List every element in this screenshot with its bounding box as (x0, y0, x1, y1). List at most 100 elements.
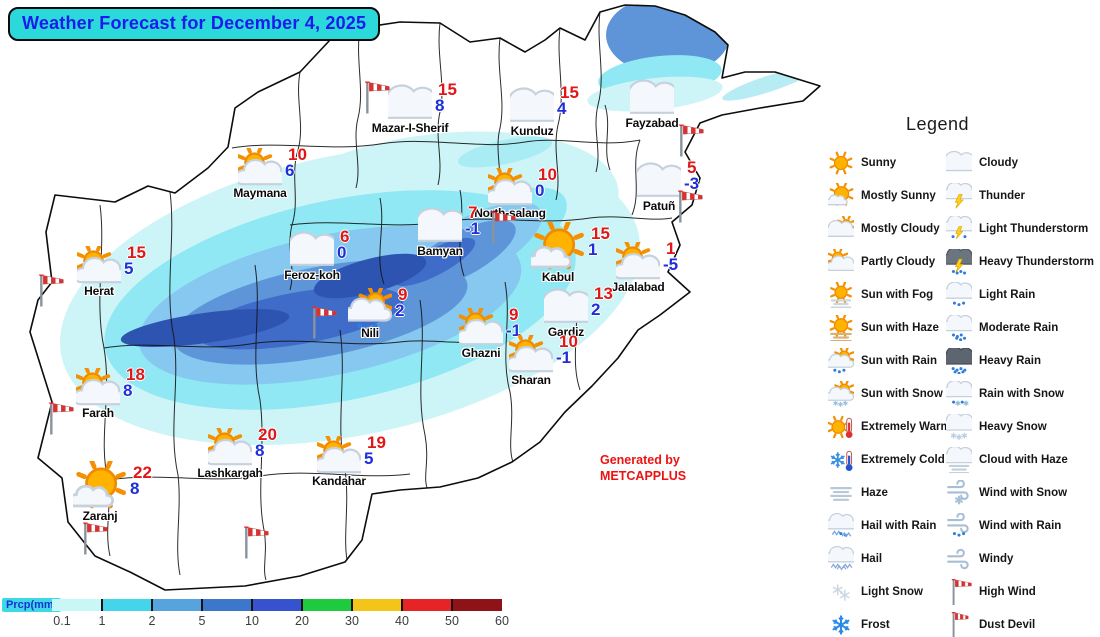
high-temp: 20 (258, 425, 277, 444)
city-name: Kandahar (312, 474, 366, 488)
precip-scale-tick-label: 60 (495, 614, 509, 628)
legend-item-label: Wind with Rain (979, 519, 1062, 532)
attribution-line2: METCAPPLUS (600, 469, 687, 483)
legend-item-label: Light Rain (979, 288, 1036, 301)
precip-scale-segment (252, 599, 302, 611)
high-temp: 9 (398, 285, 408, 304)
moderate-rain-icon (940, 313, 978, 341)
legend-item-sun-snow: Sun with Snow (824, 377, 951, 410)
partly-cloudy-icon (72, 364, 128, 406)
windy-icon (947, 548, 969, 569)
map-title: Weather Forecast for December 4, 2025 (8, 7, 381, 41)
precip-scale-ticks: 0.1 1 2 5 10 20 30 40 50 60 (0, 614, 600, 630)
legend-item-sun-haze: Sun with Haze (828, 311, 951, 344)
city-name: Ghazni (461, 346, 501, 360)
high-wind-icon (490, 208, 516, 244)
cloud-haze-icon (940, 445, 978, 474)
precip-scale-label: Prcp(mm) (2, 598, 62, 612)
precip-scale-segment (52, 599, 102, 611)
low-temp: 4 (557, 99, 567, 118)
high-wind-icon (672, 121, 704, 162)
sun-rain-icon (824, 345, 855, 374)
country-outline (29, 4, 821, 591)
legend-item-label: Extremely Cold (861, 453, 945, 466)
high-temp: 13 (594, 284, 613, 303)
legend-item-label: Light Snow (861, 585, 923, 598)
city-name: Feroz-koh (284, 268, 340, 282)
legend-item-heavy-rain: Heavy Rain (939, 344, 1094, 377)
legend-item-heavy-thunderstorm: Heavy Thunderstorm (940, 245, 1095, 278)
legend-item-label: Frost (861, 618, 890, 631)
city-weather-icon (68, 458, 127, 515)
legend-item-haze: Haze (828, 476, 951, 509)
city-name: Lashkargah (197, 466, 263, 480)
precip-scale-tick-label: 20 (295, 614, 309, 628)
light-snow-icon (828, 579, 854, 605)
high-temp: 15 (591, 224, 610, 243)
legend-item-light-snow: Light Snow (828, 575, 951, 608)
high-wind-icon (671, 187, 703, 228)
legend-item-light-thunderstorm: Light Thunderstorm (941, 212, 1094, 245)
high-wind-icon (48, 399, 74, 435)
low-temp: -5 (663, 255, 679, 274)
legend-item-label: Rain with Snow (979, 387, 1064, 400)
partly-cloudy-icon (204, 424, 260, 466)
sunny-icon (828, 150, 854, 176)
frost-icon (828, 612, 854, 637)
high-wind-icon (305, 303, 337, 344)
legend-item-label: Haze (861, 486, 888, 499)
legend-item-label: Sun with Haze (861, 321, 939, 334)
city-name: Gardiz (547, 325, 585, 339)
legend-item-label: High Wind (979, 585, 1036, 598)
high-wind-icon (243, 523, 269, 559)
low-temp: 6 (285, 161, 295, 180)
high-temp: 1 (666, 239, 676, 258)
high-wind-icon (951, 575, 972, 605)
heavy-snow-icon (939, 411, 979, 440)
city-name: Fayzabad (625, 116, 679, 130)
low-temp: 2 (395, 301, 405, 320)
legend-item-cloudy: Cloudy (937, 146, 1094, 179)
sun-haze-icon (828, 313, 854, 342)
extremely-warm-icon (827, 415, 853, 438)
low-temp: -1 (465, 219, 481, 238)
mostly-sunny-icon (68, 458, 126, 509)
light-thunderstorm-icon (941, 214, 977, 242)
legend-item-label: Heavy Thunderstorm (979, 255, 1095, 268)
low-temp: 5 (364, 449, 374, 468)
legend-item-extremely-warm: Extremely Warm (827, 410, 951, 443)
precip-scale-divider (301, 599, 303, 611)
legend-item-light-rain: Light Rain (940, 278, 1094, 311)
precip-scale-tick-label: 30 (345, 614, 359, 628)
partly-cloudy-icon (825, 246, 859, 275)
high-temp: 15 (560, 83, 579, 102)
hail-rain-icon (823, 512, 859, 537)
partly-cloudy-icon (313, 432, 369, 474)
precip-scale-divider (201, 599, 203, 611)
city-name: Farah (82, 406, 114, 420)
sunny-icon (829, 151, 853, 174)
high-temp: 22 (133, 463, 152, 482)
legend-item-label: Thunder (979, 189, 1025, 202)
legend-item-moderate-rain: Moderate Rain (940, 311, 1094, 344)
hail-rain-icon (823, 512, 859, 539)
legend-item-extremely-cold: Extremely Cold (828, 443, 951, 476)
low-temp: 8 (130, 479, 140, 498)
haze-icon (828, 480, 854, 506)
low-temp: -1 (556, 348, 572, 367)
sun-fog-icon (830, 280, 852, 309)
rain-snow-icon (940, 379, 978, 406)
hail-icon (823, 545, 859, 570)
legend-panel: Legend Sunny Mostly Sunny Mostly Cloudy Par… (818, 110, 1100, 637)
legend-item-label: Cloudy (979, 156, 1018, 169)
hail-icon (823, 545, 859, 572)
legend-item-high-wind: High Wind (946, 575, 1094, 608)
high-wind-icon (82, 519, 108, 555)
precip-scale-divider (401, 599, 403, 611)
high-temp: 5 (687, 158, 697, 177)
legend-item-label: Sun with Fog (861, 288, 934, 301)
legend-title: Legend (906, 114, 970, 134)
city-name: Bamyan (417, 244, 463, 258)
partly-cloudy-icon (825, 246, 859, 271)
sun-rain-icon (342, 284, 393, 331)
